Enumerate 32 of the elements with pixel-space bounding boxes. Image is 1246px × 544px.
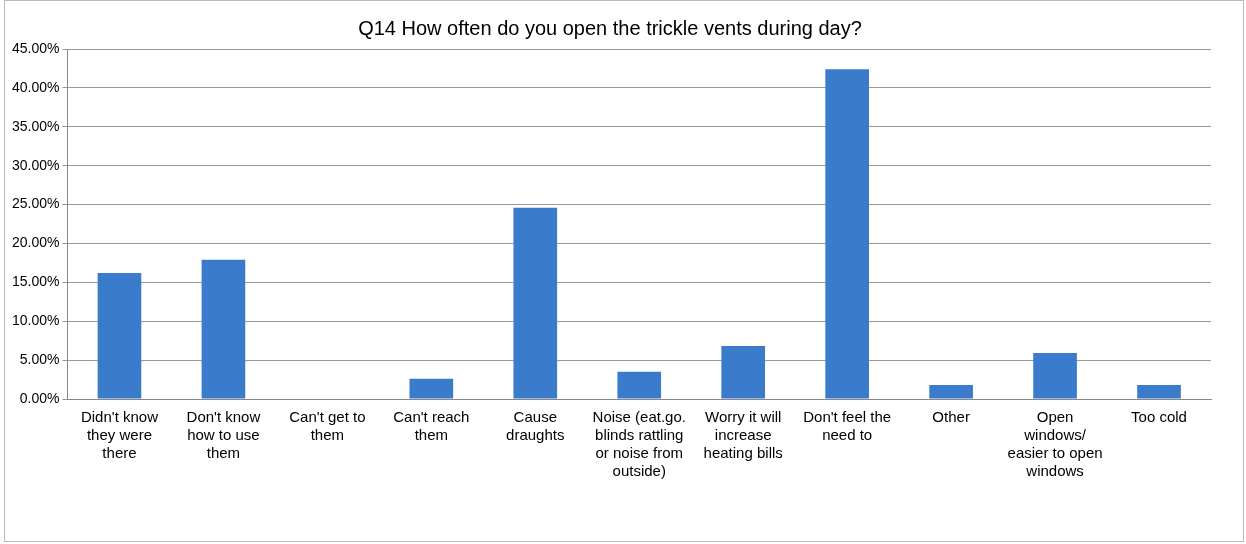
bar: [617, 371, 662, 399]
y-tick-label: 20.00%: [12, 234, 60, 251]
y-tick-label: 35.00%: [12, 117, 60, 134]
bar: [825, 69, 869, 399]
y-tick-label: 30.00%: [12, 156, 60, 173]
bar: [97, 273, 142, 399]
x-tick-label: Can't get to them: [289, 408, 366, 444]
x-tick-label: Didn't know they were there: [80, 408, 159, 462]
bar: [721, 346, 766, 399]
bar: [1137, 385, 1181, 399]
y-tick-label: 0.00%: [19, 389, 60, 406]
x-tick-label: Open windows/ easier to open windows: [1007, 408, 1103, 480]
y-tick-label: 15.00%: [12, 273, 60, 290]
x-tick-label: Cause draughts: [506, 408, 565, 444]
x-tick-label: Other: [932, 408, 970, 426]
x-tick-label: Noise (eat.go. blinds rattling or noise from outside): [592, 408, 686, 480]
bar: [929, 385, 973, 399]
y-tick-label: 5.00%: [19, 350, 60, 367]
bar: [409, 378, 454, 399]
bar: [201, 259, 246, 399]
chart-title: Q14 How often do you open the trickle vents during day?: [358, 16, 862, 39]
y-tick-label: 45.00%: [12, 39, 60, 56]
x-tick-label: Don't know how to use them: [186, 408, 261, 462]
y-tick-label: 40.00%: [12, 78, 60, 95]
x-tick-label: Too cold: [1131, 408, 1187, 426]
x-tick-label: Can't reach them: [393, 408, 470, 444]
bar: [1033, 353, 1077, 399]
x-tick-label: Don't feel the need to: [803, 408, 892, 444]
bar: [513, 207, 558, 399]
y-tick-label: 10.00%: [12, 312, 60, 329]
y-tick-label: 25.00%: [12, 195, 60, 212]
x-tick-label: Worry it will increase heating bills: [703, 408, 783, 462]
